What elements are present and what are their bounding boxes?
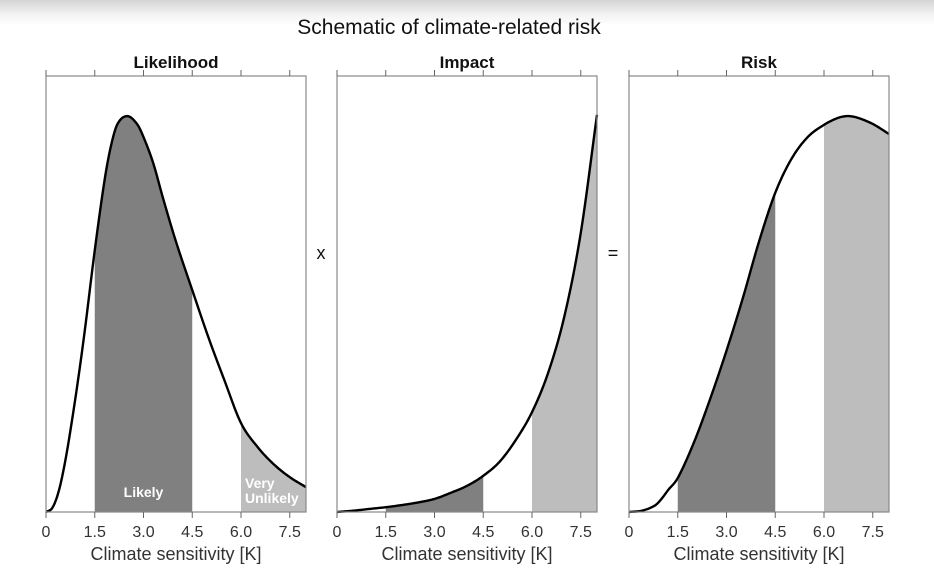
- x-axis-label: Climate sensitivity [K]: [381, 544, 552, 564]
- panel-likelihood: 0 1.5 3.0 4.5 6.0 7.5 Likelihood Climate sensit…: [42, 53, 307, 564]
- band-label-likely: Likely: [124, 484, 164, 500]
- panel-impact: 0 1.5 3.0 4.5 6.0 7.5 Impact Climate sensitivit…: [333, 53, 599, 564]
- plot-frame: [628, 75, 890, 513]
- plot-frame: [45, 75, 307, 513]
- x-tick-label: 6.0: [230, 524, 252, 541]
- x-tick-label: 4.5: [764, 524, 786, 541]
- panel-risk: 0 1.5 3.0 4.5 6.0 7.5 Risk Climate sensitivity …: [625, 53, 890, 564]
- band-likely: [385, 475, 484, 512]
- x-tick-label: 0: [42, 524, 51, 541]
- band-very-unlikely: [241, 423, 306, 512]
- band-very-unlikely: [824, 116, 889, 512]
- plot-frame: [336, 75, 598, 513]
- x-axis-label: Climate sensitivity [K]: [673, 544, 844, 564]
- x-tick-label: 0: [625, 524, 634, 541]
- x-tick-label: 7.5: [279, 524, 301, 541]
- x-tick-label: 3.0: [715, 524, 737, 541]
- x-tick-label: 3.0: [132, 524, 154, 541]
- panel-title: Likelihood: [134, 53, 219, 72]
- band-likely: [94, 116, 193, 513]
- x-tick-label: 3.0: [423, 524, 445, 541]
- equals-operator: =: [608, 243, 619, 263]
- x-tick-label: 1.5: [375, 524, 397, 541]
- x-tick-label: 7.5: [862, 524, 884, 541]
- likelihood-curve: [45, 114, 307, 514]
- band-label-very-unlikely: Unlikely: [245, 490, 299, 506]
- x-tick-label: 4.5: [472, 524, 494, 541]
- x-tick-label: 1.5: [667, 524, 689, 541]
- x-tick-label: 6.0: [813, 524, 835, 541]
- panel-title: Risk: [741, 53, 777, 72]
- x-tick-label: 0: [333, 524, 342, 541]
- x-tick-label: 1.5: [84, 524, 106, 541]
- impact-curve: [336, 114, 599, 514]
- chart-title: Schematic of climate-related risk: [297, 16, 601, 39]
- x-tick-label: 6.0: [521, 524, 543, 541]
- x-tick-label: 4.5: [181, 524, 203, 541]
- band-label-very-unlikely: Very: [245, 475, 275, 491]
- multiply-operator: x: [317, 243, 326, 263]
- x-tick-label: 7.5: [570, 524, 592, 541]
- x-axis-label: Climate sensitivity [K]: [90, 544, 261, 564]
- band-very-unlikely: [532, 114, 597, 513]
- panel-title: Impact: [440, 53, 495, 72]
- risk-curve: [628, 114, 890, 514]
